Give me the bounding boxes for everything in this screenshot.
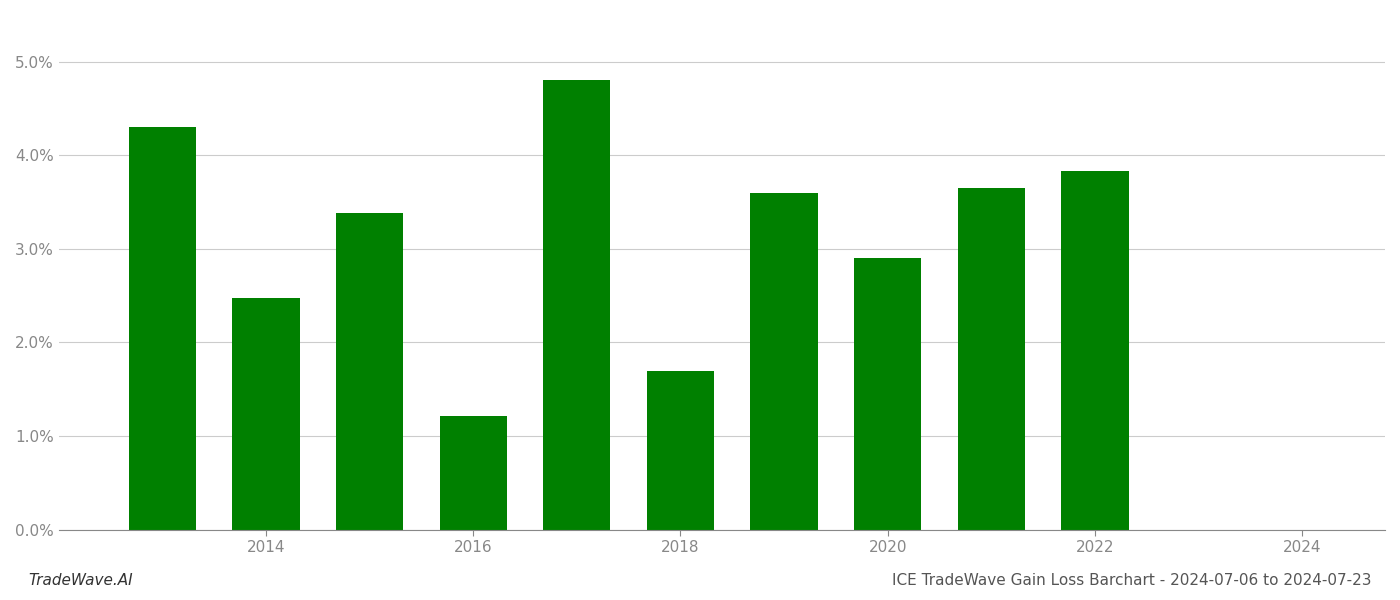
Text: ICE TradeWave Gain Loss Barchart - 2024-07-06 to 2024-07-23: ICE TradeWave Gain Loss Barchart - 2024-…: [893, 573, 1372, 588]
Bar: [854, 258, 921, 530]
Bar: [958, 188, 1025, 530]
Bar: [647, 371, 714, 530]
Text: TradeWave.AI: TradeWave.AI: [28, 573, 133, 588]
Bar: [1061, 171, 1128, 530]
Bar: [232, 298, 300, 530]
Bar: [440, 416, 507, 530]
Bar: [543, 80, 610, 530]
Bar: [129, 127, 196, 530]
Bar: [336, 214, 403, 530]
Bar: [750, 193, 818, 530]
